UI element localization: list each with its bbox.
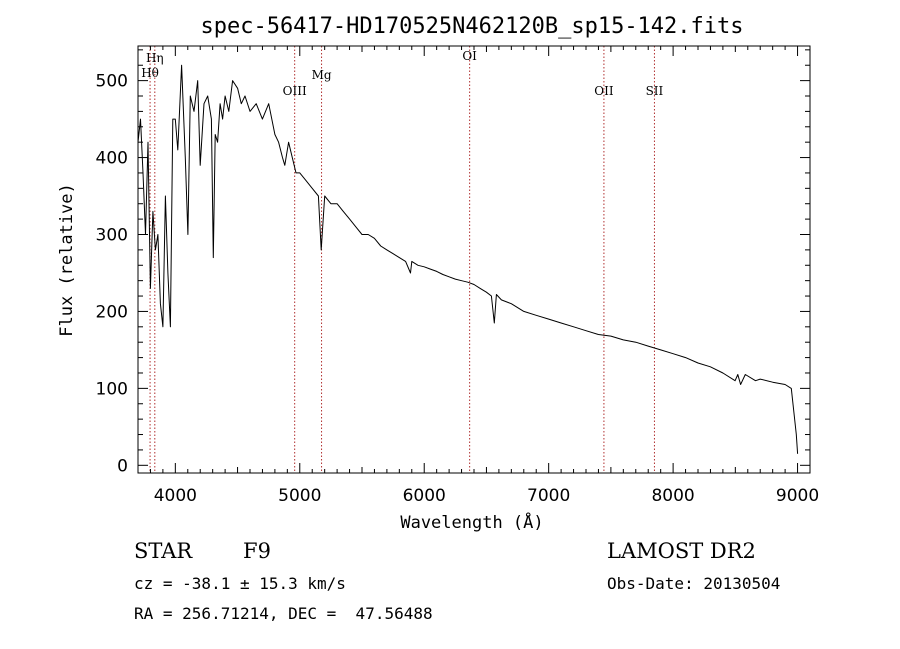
plot-frame	[137, 45, 811, 474]
chart-title: spec-56417-HD170525N462120B_sp15-142.fit…	[200, 14, 743, 39]
x-tick-label: 9000	[776, 486, 819, 506]
y-tick-label: 300	[96, 225, 128, 245]
line-label-5: OII	[594, 84, 614, 98]
y-tick-label: 500	[96, 72, 128, 92]
x-tick-label: 6000	[403, 486, 446, 506]
line-label-4: OI	[462, 49, 477, 63]
line-label-6: SII	[646, 84, 664, 98]
y-tick-label: 0	[117, 456, 128, 476]
line-label-1: Hθ	[141, 66, 159, 80]
redshift-velocity: cz = -38.1 ± 15.3 km/s	[134, 574, 346, 593]
x-tick-label: 4000	[154, 486, 197, 506]
x-tick-label: 8000	[651, 486, 694, 506]
y-axis: 0 100 200 300 400 500	[96, 49, 810, 476]
y-axis-label: Flux (relative)	[57, 183, 77, 337]
object-class: STAR	[134, 539, 193, 563]
line-label-2: OIII	[283, 84, 307, 98]
x-axis: 4000 5000 6000 7000 8000 9000	[149, 46, 819, 506]
spectrum-series	[137, 64, 799, 454]
observation-date: Obs-Date: 20130504	[607, 574, 781, 593]
coordinates: RA = 256.71214, DEC = 47.56488	[134, 604, 433, 623]
y-tick-label: 400	[96, 149, 128, 169]
spectrum-line-0	[137, 64, 799, 454]
line-label-0: Hη	[146, 51, 164, 65]
line-label-3: Mg	[312, 68, 332, 82]
y-tick-label: 100	[96, 379, 128, 399]
y-tick-label: 200	[96, 302, 128, 322]
object-subclass: F9	[243, 539, 271, 563]
x-tick-label: 5000	[278, 486, 321, 506]
survey-name: LAMOST DR2	[607, 539, 756, 563]
x-axis-label: Wavelength (Å)	[400, 511, 543, 533]
x-tick-label: 7000	[527, 486, 570, 506]
